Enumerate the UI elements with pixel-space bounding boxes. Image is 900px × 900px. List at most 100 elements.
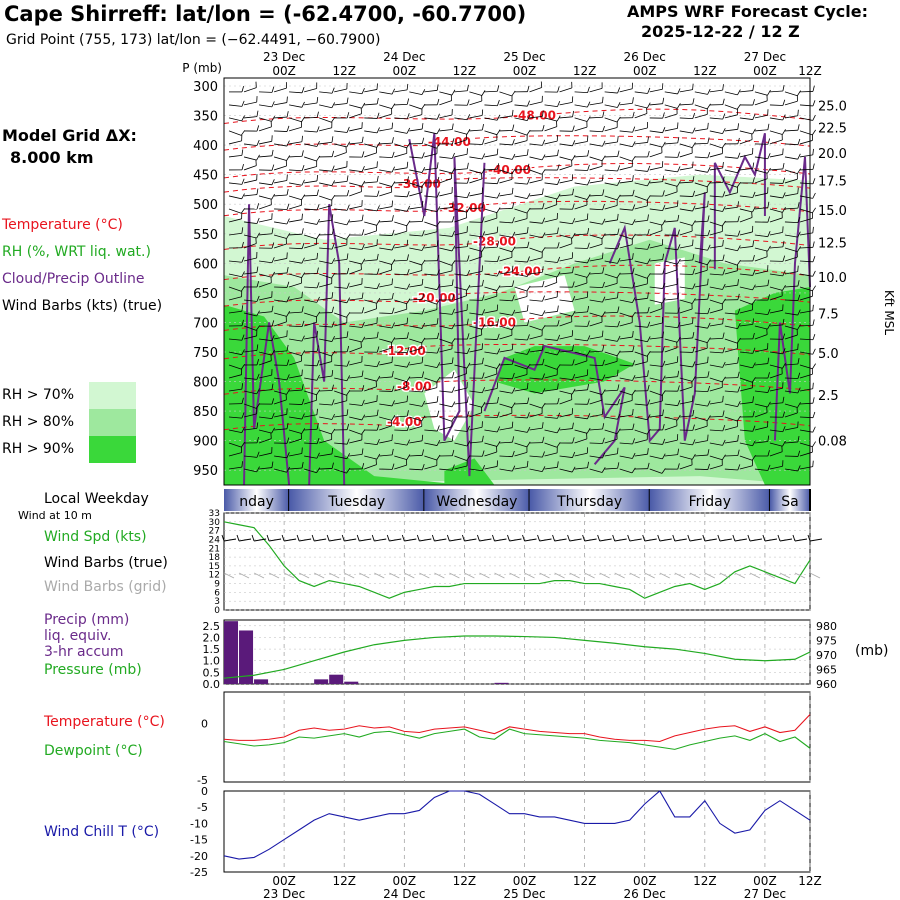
wind-barb-flag bbox=[767, 357, 770, 364]
surface-wind-barb-flag bbox=[687, 534, 691, 542]
wind-barb-flag bbox=[707, 88, 711, 95]
wind-barb bbox=[289, 325, 303, 328]
wind-barb bbox=[589, 221, 603, 225]
legend-local-weekday: Local Weekday bbox=[44, 491, 149, 507]
wind-barb-flag bbox=[512, 217, 515, 223]
wind-barb bbox=[258, 296, 272, 301]
wind-barb bbox=[499, 193, 513, 197]
wind-barb-flag bbox=[707, 122, 709, 129]
wind-barb-flag bbox=[767, 123, 770, 130]
wind-barb bbox=[679, 273, 693, 275]
wind-barb bbox=[589, 321, 603, 327]
wind-barb-flag bbox=[256, 232, 260, 239]
wind-barb-flag bbox=[526, 426, 531, 433]
wind-barb-flag bbox=[812, 333, 816, 340]
pressure-axis-label: P (mb) bbox=[182, 61, 222, 75]
wind-barb bbox=[304, 88, 317, 93]
wind-barb bbox=[319, 169, 333, 172]
wind-barb-flag bbox=[617, 398, 620, 405]
wind-barb bbox=[544, 233, 558, 236]
wind-barb-flag bbox=[271, 227, 274, 234]
wind-barb bbox=[604, 127, 618, 132]
wind-barb bbox=[334, 322, 347, 327]
wind-barb-flag bbox=[406, 98, 410, 105]
wind-barb-flag bbox=[376, 268, 380, 275]
wind-barb-flag bbox=[496, 426, 501, 433]
wind-barb bbox=[769, 286, 783, 291]
wind-barb-flag bbox=[752, 177, 755, 184]
wind-barb-flag bbox=[361, 102, 366, 109]
wind-barb bbox=[574, 117, 588, 122]
wind-barb bbox=[754, 334, 768, 340]
wind-barb-flag bbox=[752, 440, 756, 446]
wind-barb bbox=[228, 442, 242, 448]
wind-barb bbox=[228, 140, 242, 145]
wind-barb bbox=[243, 299, 257, 302]
wind-barb-flag bbox=[616, 350, 621, 357]
wind-barb bbox=[304, 377, 318, 381]
wind-barb bbox=[724, 270, 738, 275]
wind-barb bbox=[304, 468, 317, 474]
wind-barb-flag bbox=[346, 360, 350, 367]
wind-barb-flag bbox=[752, 99, 755, 106]
wind-barb bbox=[274, 258, 287, 262]
wind-barb bbox=[349, 169, 363, 173]
wind-barb bbox=[484, 338, 498, 340]
wind-barb bbox=[319, 468, 333, 470]
wind-barb bbox=[694, 234, 708, 237]
wind-barb bbox=[784, 441, 798, 444]
wind-barb-flag bbox=[391, 448, 394, 455]
wind-barb-flag bbox=[497, 333, 500, 340]
wind-barb bbox=[364, 464, 377, 470]
wind-barb-flag bbox=[376, 97, 379, 104]
wind-barb bbox=[258, 282, 272, 288]
wind-barb-flag bbox=[451, 123, 454, 130]
surface-wind-barb bbox=[704, 538, 717, 542]
wind-barb-flag bbox=[587, 101, 591, 108]
wind-barb-flag bbox=[391, 259, 396, 265]
wind-barb-flag bbox=[797, 450, 801, 457]
wind-barb-flag bbox=[511, 231, 516, 238]
wind-barb-flag bbox=[722, 347, 726, 354]
surface-wind-barb bbox=[238, 538, 252, 542]
surface-wind-barb-flag bbox=[236, 534, 240, 542]
wind-barb-flag bbox=[752, 113, 756, 120]
wind-barb bbox=[664, 269, 678, 275]
wind-barb bbox=[784, 234, 798, 238]
isotherm-label: -28.00 bbox=[473, 234, 516, 248]
wind-barb-flag bbox=[587, 383, 590, 390]
wind-barb-flag bbox=[586, 272, 591, 278]
wind-barb-flag bbox=[617, 213, 619, 220]
wind-barb bbox=[604, 91, 618, 94]
wind-barb bbox=[469, 348, 483, 353]
wind-barb bbox=[559, 87, 573, 93]
wind-barb bbox=[304, 399, 317, 405]
wind-barb-flag bbox=[346, 112, 350, 119]
legend-rh80: RH > 80% bbox=[2, 414, 75, 430]
surface-wind-barb-flag bbox=[777, 534, 781, 542]
wind-barb-flag bbox=[406, 283, 411, 290]
wind-barb bbox=[274, 428, 288, 431]
pressure-tick-label: 300 bbox=[193, 80, 218, 95]
temperature-frame bbox=[223, 691, 811, 783]
wind-barb bbox=[454, 208, 468, 213]
wind-barb-flag bbox=[331, 370, 334, 377]
wind-barb bbox=[709, 195, 723, 198]
wind-barb-flag bbox=[436, 425, 440, 432]
wind-barb-flag bbox=[662, 127, 666, 133]
wind-barb bbox=[379, 247, 393, 251]
wind-barb bbox=[649, 337, 663, 340]
wind-barb bbox=[529, 312, 543, 317]
wind-barb bbox=[559, 299, 573, 303]
wind-barb-flag bbox=[241, 319, 244, 326]
wind-barb-flag bbox=[737, 89, 741, 96]
isotherm-label: -16.00 bbox=[473, 315, 516, 329]
wind-barb bbox=[559, 390, 573, 395]
wind-barb bbox=[574, 416, 588, 420]
legend-liq-equiv: liq. equiv. bbox=[44, 628, 112, 644]
wind-barb bbox=[319, 429, 332, 435]
wind-barb bbox=[304, 156, 317, 162]
wind-barb bbox=[799, 388, 813, 392]
wind-barb bbox=[334, 286, 348, 289]
wind-barb bbox=[439, 284, 453, 288]
